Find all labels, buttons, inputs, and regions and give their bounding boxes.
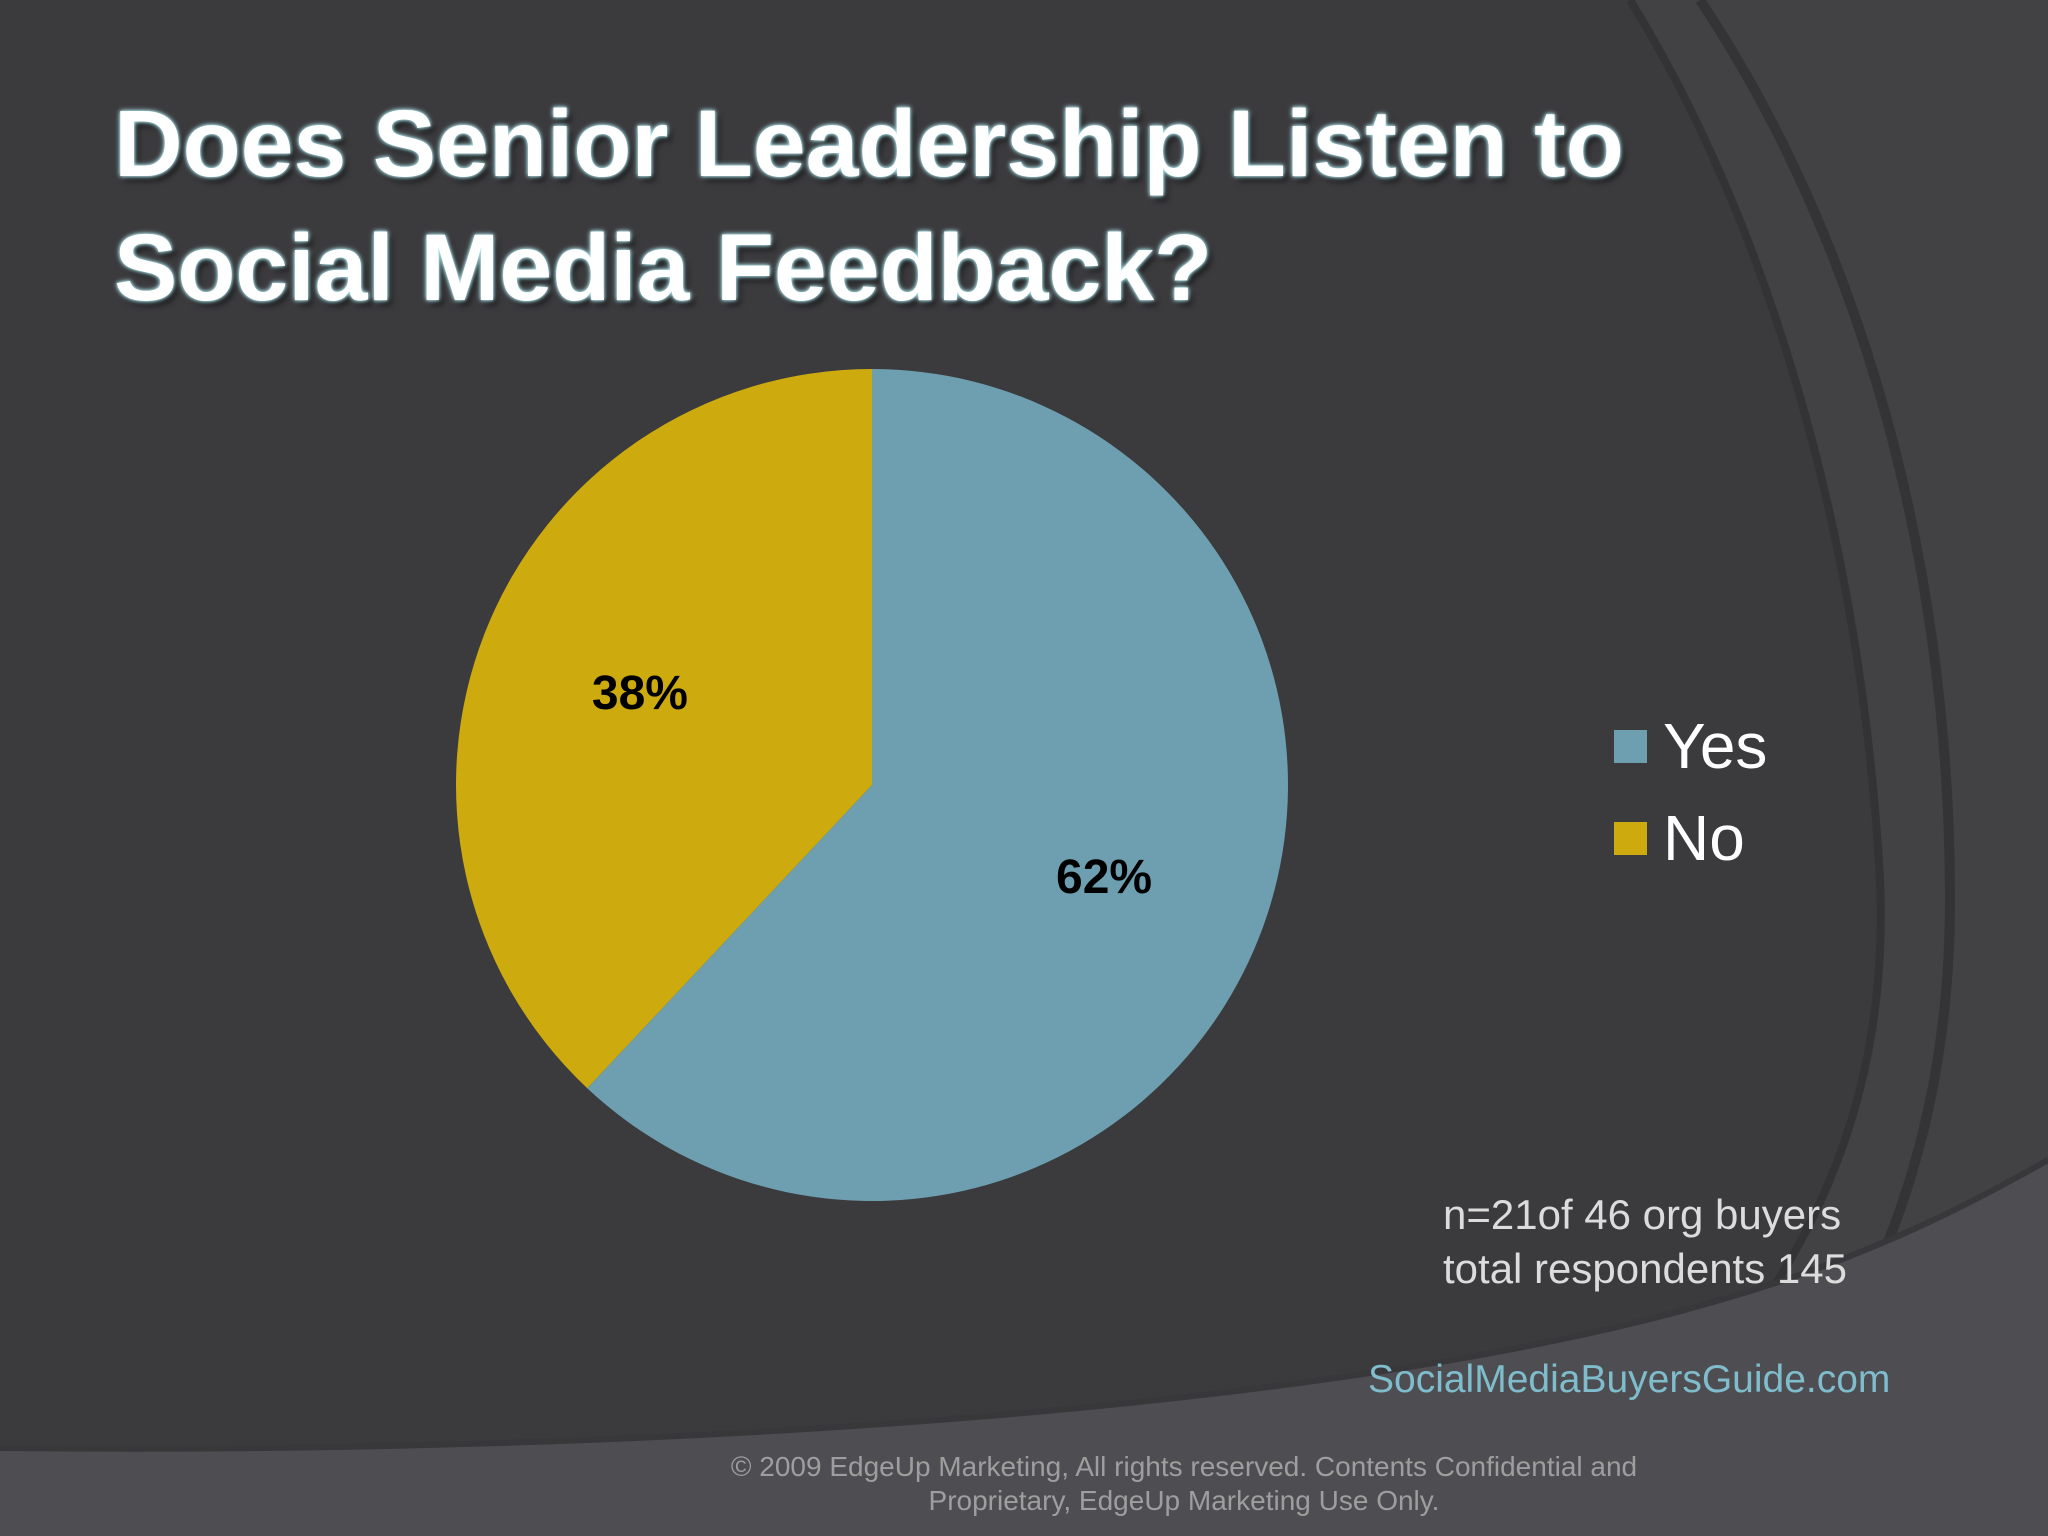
legend-label-no: No: [1663, 802, 1745, 874]
footer-line-1: © 2009 EdgeUp Marketing, All rights rese…: [730, 1451, 1638, 1482]
pie-data-labels: 62% 38%: [592, 667, 1152, 904]
slide-title-line-1: Does Senior Leadership Listen to: [114, 91, 1624, 197]
pie-slices: [456, 369, 1288, 1201]
pie-slice-no: [456, 369, 872, 1089]
copyright-footer: © 2009 EdgeUp Marketing, All rights rese…: [624, 1450, 1744, 1518]
sample-size-line: n=21of 46 org buyers: [1443, 1191, 1842, 1238]
legend-item-yes: Yes: [1614, 700, 1767, 792]
pie-slice-yes: [587, 369, 1288, 1201]
footer-line-2: Proprietary, EdgeUp Marketing Use Only.: [928, 1485, 1440, 1516]
sample-size-note: n=21of 46 org buyers total respondents 1…: [1443, 1188, 1847, 1296]
website-link[interactable]: SocialMediaBuyersGuide.com: [1368, 1358, 1891, 1401]
legend-swatch-yes: [1614, 729, 1647, 763]
total-respondents-line: total respondents 145: [1443, 1245, 1847, 1292]
pie-label-no: 38%: [592, 667, 688, 720]
legend-swatch-no: [1614, 821, 1647, 855]
chart-legend: Yes No: [1614, 700, 1767, 884]
slide-title-line-2: Social Media Feedback?: [114, 215, 1213, 321]
slide-title: Does Senior Leadership Listen to Social …: [114, 82, 1814, 330]
legend-label-yes: Yes: [1663, 710, 1768, 782]
legend-item-no: No: [1614, 792, 1767, 884]
pie-label-yes: 62%: [1056, 851, 1152, 904]
